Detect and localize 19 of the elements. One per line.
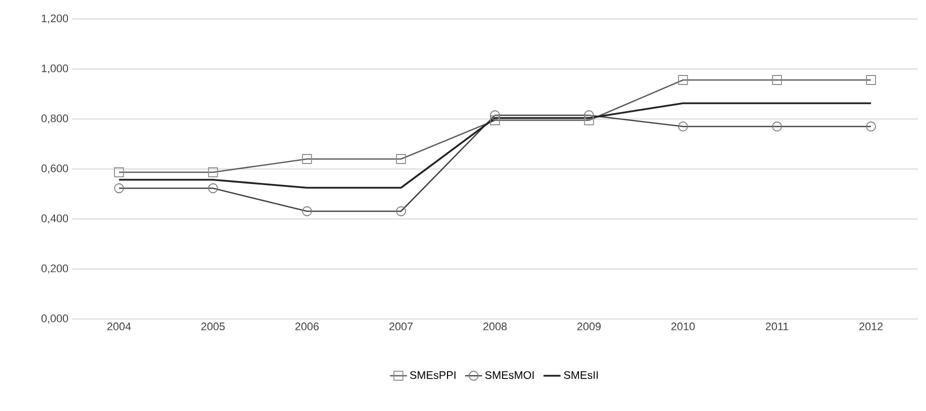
x-tick-label: 2007 xyxy=(389,322,413,330)
y-tick-label: 0,000 xyxy=(41,314,68,324)
x-tick-label: 2012 xyxy=(859,322,883,330)
legend-label: SMEsII xyxy=(564,371,598,379)
y-tick-label: 1,200 xyxy=(42,14,68,24)
x-tick-label: 2011 xyxy=(766,322,788,330)
y-tick-label: 0,600 xyxy=(41,164,68,174)
x-tick-label: 2004 xyxy=(107,322,131,330)
x-tick-label: 2009 xyxy=(577,322,601,330)
y-tick-label: 0,200 xyxy=(41,264,68,274)
x-tick-label: 2008 xyxy=(483,322,507,330)
x-tick-label: 2006 xyxy=(295,322,319,330)
y-tick-label: 0,400 xyxy=(41,214,68,224)
y-tick-label: 1,000 xyxy=(42,64,68,74)
legend-label: SMEsMOI xyxy=(485,371,534,379)
y-tick-label: 0,800 xyxy=(41,114,68,124)
legend-label: SMEsPPI xyxy=(410,371,456,379)
x-tick-label: 2005 xyxy=(201,322,225,330)
x-tick-label: 2010 xyxy=(671,322,695,330)
